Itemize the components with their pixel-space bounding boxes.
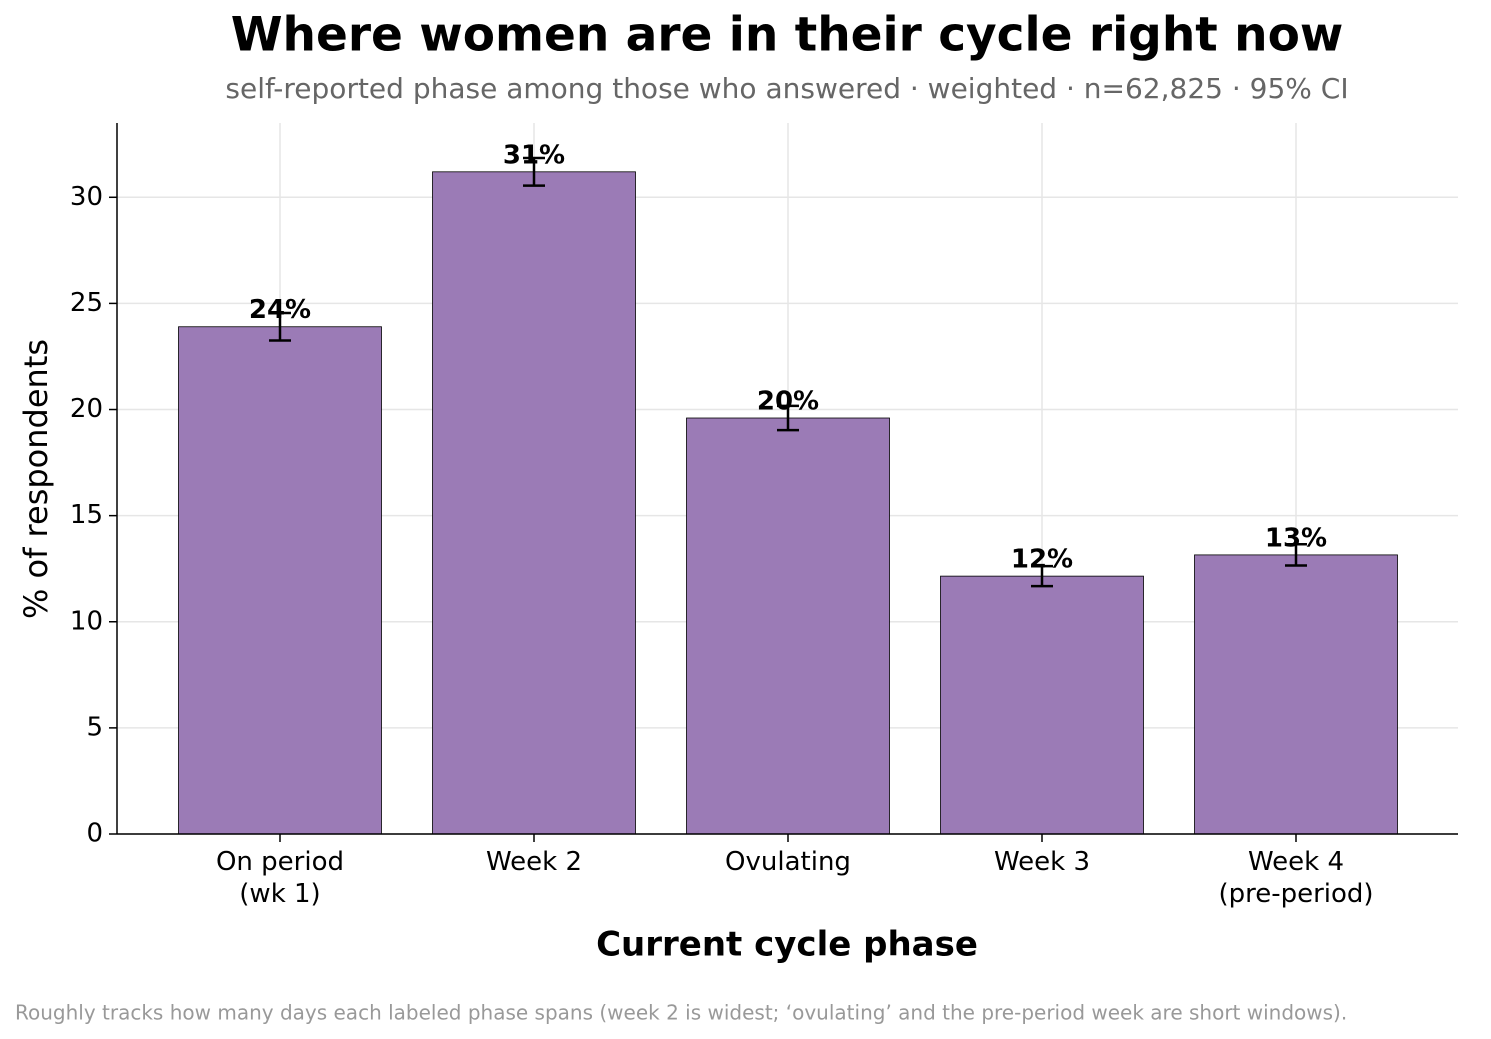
y-tick-label: 30: [70, 182, 103, 212]
y-tick-label: 10: [70, 606, 103, 636]
footnote: Roughly tracks how many days each labele…: [15, 1001, 1347, 1025]
y-tick-label: 15: [70, 500, 103, 530]
bar: [178, 326, 382, 835]
y-tick-label: 20: [70, 394, 103, 424]
bar: [940, 575, 1144, 835]
chart-subtitle: self-reported phase among those who answ…: [225, 72, 1348, 105]
bar: [686, 417, 890, 835]
y-tick-label: 5: [86, 712, 103, 742]
value-label: 12%: [1011, 545, 1073, 575]
x-tick-label: Week 4 (pre-period): [1218, 847, 1373, 909]
x-tick-label: Week 2: [486, 847, 582, 877]
x-tick-label: Ovulating: [725, 847, 851, 877]
bar: [432, 171, 636, 835]
y-tick-label: 0: [86, 819, 103, 849]
x-axis-label: Current cycle phase: [596, 925, 978, 965]
x-tick-label: On period (wk 1): [216, 847, 344, 909]
value-label: 13%: [1265, 523, 1327, 553]
bar: [1194, 554, 1398, 835]
y-tick-label: 25: [70, 288, 103, 318]
value-label: 20%: [757, 387, 819, 417]
value-label: 31%: [503, 140, 565, 170]
chart-title: Where women are in their cycle right now: [231, 8, 1344, 63]
x-tick-label: Week 3: [994, 847, 1090, 877]
value-label: 24%: [249, 295, 311, 325]
y-axis-label: % of respondents: [17, 339, 55, 619]
